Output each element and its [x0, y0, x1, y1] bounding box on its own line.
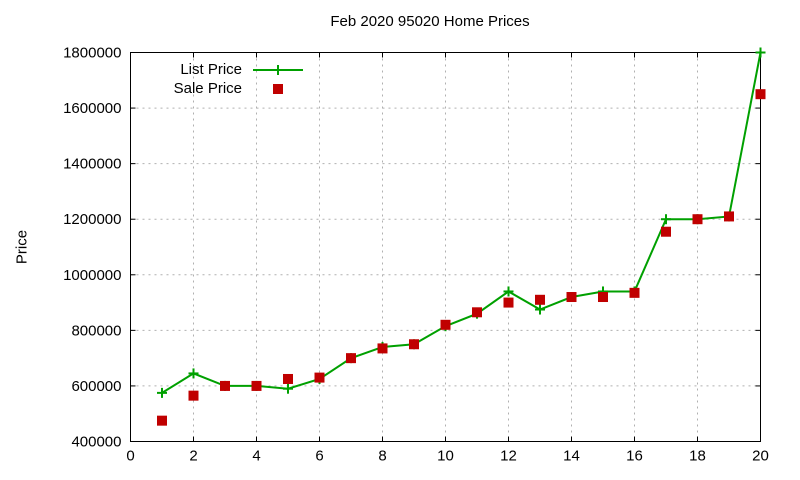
series-list-price	[157, 47, 766, 398]
svg-text:6: 6	[315, 448, 323, 465]
svg-text:20: 20	[752, 448, 769, 465]
chart-title: Feb 2020 95020 Home Prices	[330, 13, 530, 30]
axis-border	[130, 52, 761, 442]
svg-text:1000000: 1000000	[63, 267, 121, 284]
svg-text:600000: 600000	[71, 378, 121, 395]
legend-label-sale-price: Sale Price	[173, 80, 242, 97]
svg-text:10: 10	[437, 448, 454, 465]
svg-text:4: 4	[252, 448, 260, 465]
list-price-sample-icon	[253, 64, 303, 75]
legend: List Price Sale Price	[130, 60, 303, 98]
legend-label-list-price: List Price	[180, 61, 242, 78]
svg-text:800000: 800000	[71, 322, 121, 339]
svg-text:1600000: 1600000	[63, 100, 121, 117]
svg-text:14: 14	[563, 448, 580, 465]
svg-text:1800000: 1800000	[63, 45, 121, 62]
x-tick-labels: 0 2 4 6 8 10 12 14 16 18 20	[126, 448, 769, 465]
svg-text:18: 18	[689, 448, 706, 465]
svg-text:1400000: 1400000	[63, 156, 121, 173]
svg-text:2: 2	[189, 448, 197, 465]
legend-item-list-price: List Price	[130, 60, 303, 79]
svg-text:12: 12	[500, 448, 517, 465]
svg-text:400000: 400000	[71, 434, 121, 451]
sale-price-sample-icon	[273, 83, 283, 94]
y-tick-labels: 400000 600000 800000 1000000 1200000 1400000 1…	[63, 45, 121, 451]
svg-text:0: 0	[126, 448, 134, 465]
svg-text:16: 16	[626, 448, 643, 465]
legend-item-sale-price: Sale Price	[130, 79, 303, 98]
svg-text:8: 8	[378, 448, 386, 465]
series-sale-price	[157, 89, 766, 426]
svg-text:1200000: 1200000	[63, 211, 121, 228]
